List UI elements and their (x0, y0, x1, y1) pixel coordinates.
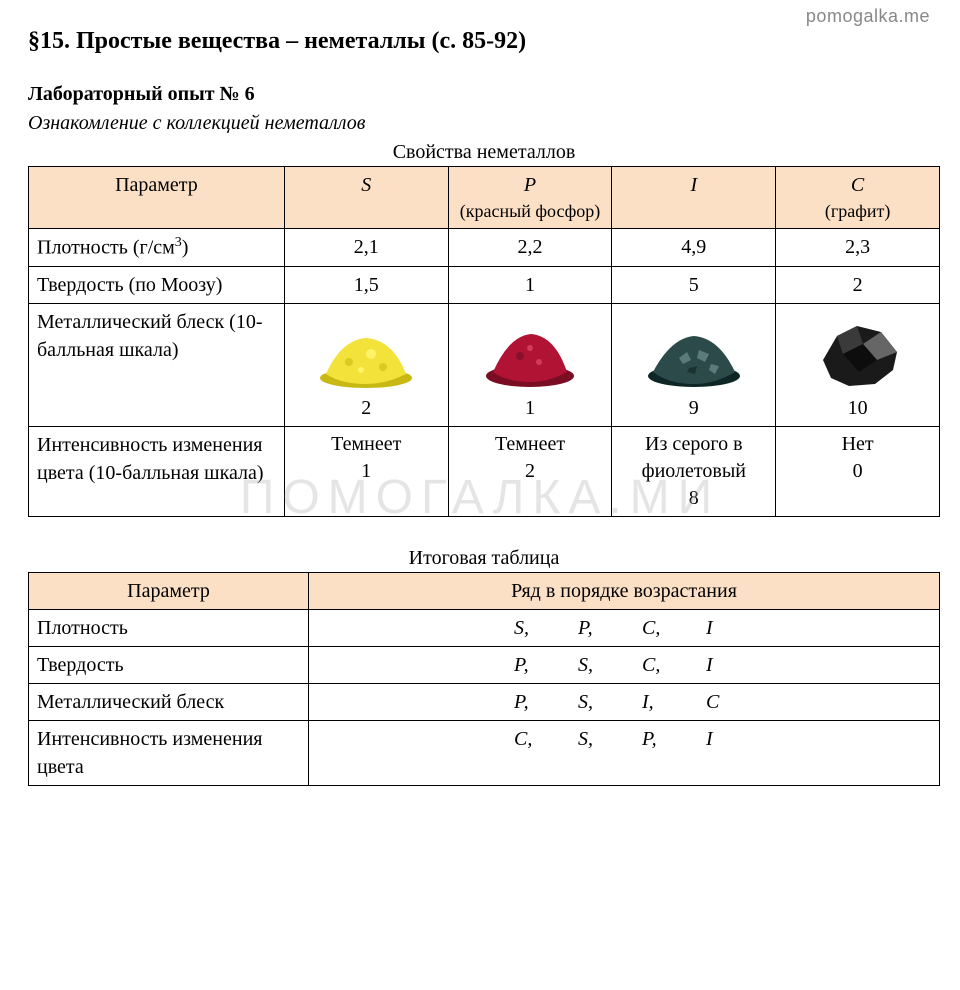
table-row-colorchange: Интенсивность изменения цвета (10-балльн… (29, 426, 940, 516)
header-sub: (графит) (784, 199, 931, 224)
table-header-row: Параметр S P (красный фосфор) I C (графи… (29, 167, 940, 229)
param-label: Интенсивность изменения цвета (10-балльн… (29, 426, 285, 516)
sequence-item: P, (514, 651, 542, 679)
cell-value: 9 (689, 394, 699, 422)
sequence-item: I (706, 651, 734, 679)
cell-value: 5 (612, 266, 776, 303)
table-row-luster: Металлический блеск (10-балльная шкала) … (29, 303, 940, 426)
cell-value: 2,2 (448, 229, 612, 267)
cell-sample-c: 10 (776, 303, 940, 426)
sequence-item: C, (514, 725, 542, 753)
param-label: Интенсивность изменения цвета (29, 720, 309, 785)
order-cell: P, S, I, C (309, 683, 940, 720)
header-param: Параметр (29, 167, 285, 229)
cell-value: Темнеет 2 (448, 426, 612, 516)
lab-title: Лабораторный опыт № 6 (28, 83, 940, 106)
cell-value: Темнеет 1 (284, 426, 448, 516)
order-cell: P, S, C, I (309, 646, 940, 683)
sequence-item: I, (642, 688, 670, 716)
sequence-item: S, (578, 688, 606, 716)
sequence-item: C (706, 688, 734, 716)
param-label: Металлический блеск (10-балльная шкала) (29, 303, 285, 426)
table-row-density: Плотность (г/см3) 2,1 2,2 4,9 2,3 (29, 229, 940, 267)
iodine-sample-icon (639, 312, 749, 392)
colorchange-text: Темнеет (495, 433, 565, 455)
header-sub: (красный фосфор) (457, 199, 604, 224)
cell-value: Нет 0 (776, 426, 940, 516)
sequence-item: S, (578, 651, 606, 679)
sequence-item: S, (514, 614, 542, 642)
sequence-item: P, (514, 688, 542, 716)
header-symbol: P (457, 171, 604, 199)
cell-value: 10 (848, 394, 868, 422)
sequence-item: S, (578, 725, 606, 753)
header-p: P (красный фосфор) (448, 167, 612, 229)
sequence-item: C, (642, 614, 670, 642)
param-label: Плотность (29, 609, 309, 646)
header-order: Ряд в порядке возрастания (309, 572, 940, 609)
colorchange-num: 0 (853, 460, 863, 482)
cell-value: Из серого в фиолетовый 8 (612, 426, 776, 516)
header-symbol: I (620, 171, 767, 199)
lab-subtitle: Ознакомление с коллекцией неметаллов (28, 112, 940, 135)
param-label: Плотность (г/см3) (29, 229, 285, 267)
sequence-item: P, (642, 725, 670, 753)
cell-value: 2,1 (284, 229, 448, 267)
sequence-item: C, (642, 651, 670, 679)
cell-sample-s: 2 (284, 303, 448, 426)
order-cell: C, S, P, I (309, 720, 940, 785)
header-symbol: S (293, 171, 440, 199)
header-param: Параметр (29, 572, 309, 609)
colorchange-text: Темнеет (331, 433, 401, 455)
colorchange-num: 8 (689, 487, 699, 509)
sequence-item: I (706, 725, 734, 753)
cell-value: 1 (525, 394, 535, 422)
param-label: Твердость (по Моозу) (29, 266, 285, 303)
colorchange-text: Из серого в фиолетовый (642, 433, 746, 482)
colorchange-num: 1 (361, 460, 371, 482)
table1-caption: Свойства неметаллов (28, 141, 940, 164)
table-row: Интенсивность изменения цвета C, S, P, I (29, 720, 940, 785)
cell-value: 2,3 (776, 229, 940, 267)
header-i: I (612, 167, 776, 229)
colorchange-num: 2 (525, 460, 535, 482)
header-symbol: C (784, 171, 931, 199)
header-s: S (284, 167, 448, 229)
table-row: Твердость P, S, C, I (29, 646, 940, 683)
cell-sample-p: 1 (448, 303, 612, 426)
cell-value: 4,9 (612, 229, 776, 267)
watermark-top: pomogalka.me (806, 6, 930, 27)
cell-value: 1 (448, 266, 612, 303)
table-row: Металлический блеск P, S, I, C (29, 683, 940, 720)
table-row-hardness: Твердость (по Моозу) 1,5 1 5 2 (29, 266, 940, 303)
sequence-item: P, (578, 614, 606, 642)
cell-value: 1,5 (284, 266, 448, 303)
table2-caption: Итоговая таблица (28, 547, 940, 570)
properties-table: Параметр S P (красный фосфор) I C (графи… (28, 166, 940, 517)
colorchange-text: Нет (842, 433, 874, 455)
cell-value: 2 (776, 266, 940, 303)
section-title: §15. Простые вещества – неметаллы (с. 85… (28, 28, 940, 55)
order-cell: S, P, C, I (309, 609, 940, 646)
sulfur-sample-icon (311, 312, 421, 392)
cell-value: 2 (361, 394, 371, 422)
phosphorus-sample-icon (475, 312, 585, 392)
table-header-row: Параметр Ряд в порядке возрастания (29, 572, 940, 609)
sequence-item: I (706, 614, 734, 642)
cell-sample-i: 9 (612, 303, 776, 426)
table-row: Плотность S, P, C, I (29, 609, 940, 646)
graphite-sample-icon (803, 312, 913, 392)
param-label: Металлический блеск (29, 683, 309, 720)
summary-table: Параметр Ряд в порядке возрастания Плотн… (28, 572, 940, 786)
param-label: Твердость (29, 646, 309, 683)
header-c: C (графит) (776, 167, 940, 229)
